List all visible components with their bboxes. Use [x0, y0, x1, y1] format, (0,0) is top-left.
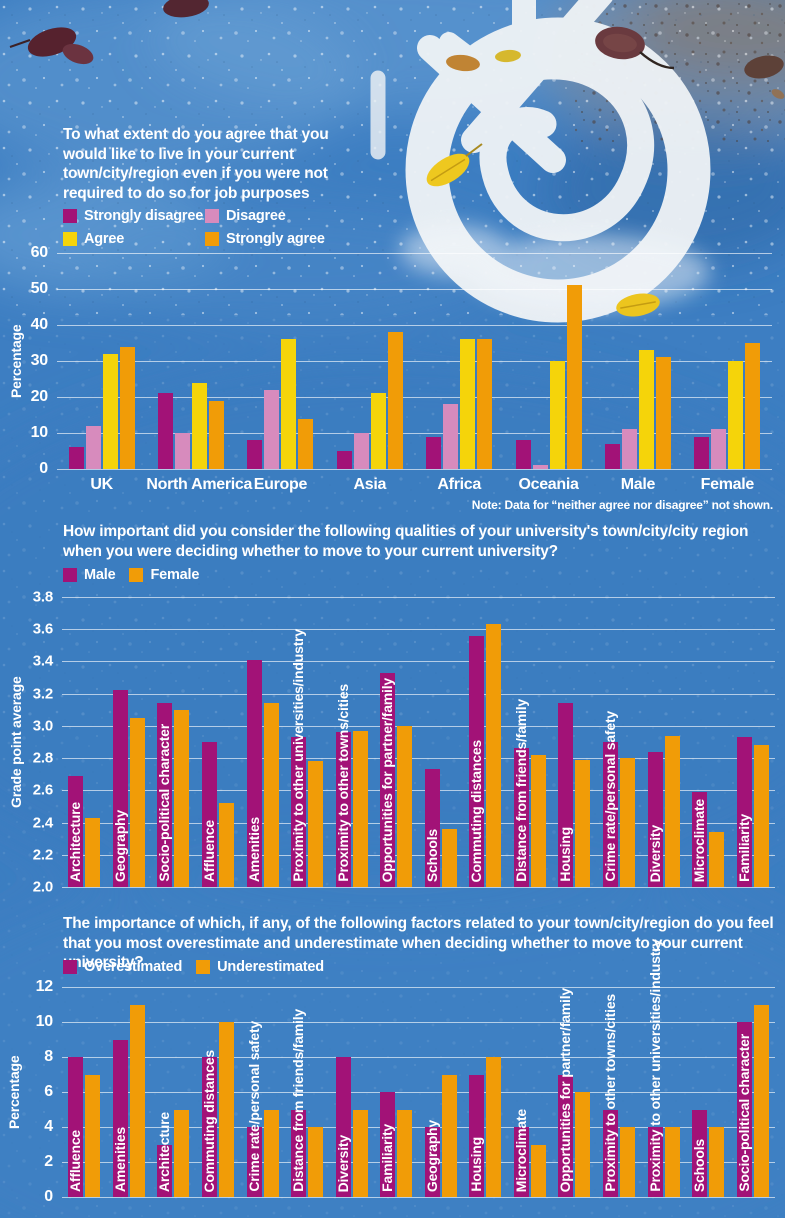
bicycle-frame-curl	[479, 52, 655, 242]
autumn-leaves	[9, 0, 785, 317]
leaf-yellow-2	[616, 293, 660, 317]
leaf-dark-maroon	[595, 26, 645, 60]
leaf-tan	[446, 54, 480, 72]
leaf-yellow	[426, 153, 470, 187]
